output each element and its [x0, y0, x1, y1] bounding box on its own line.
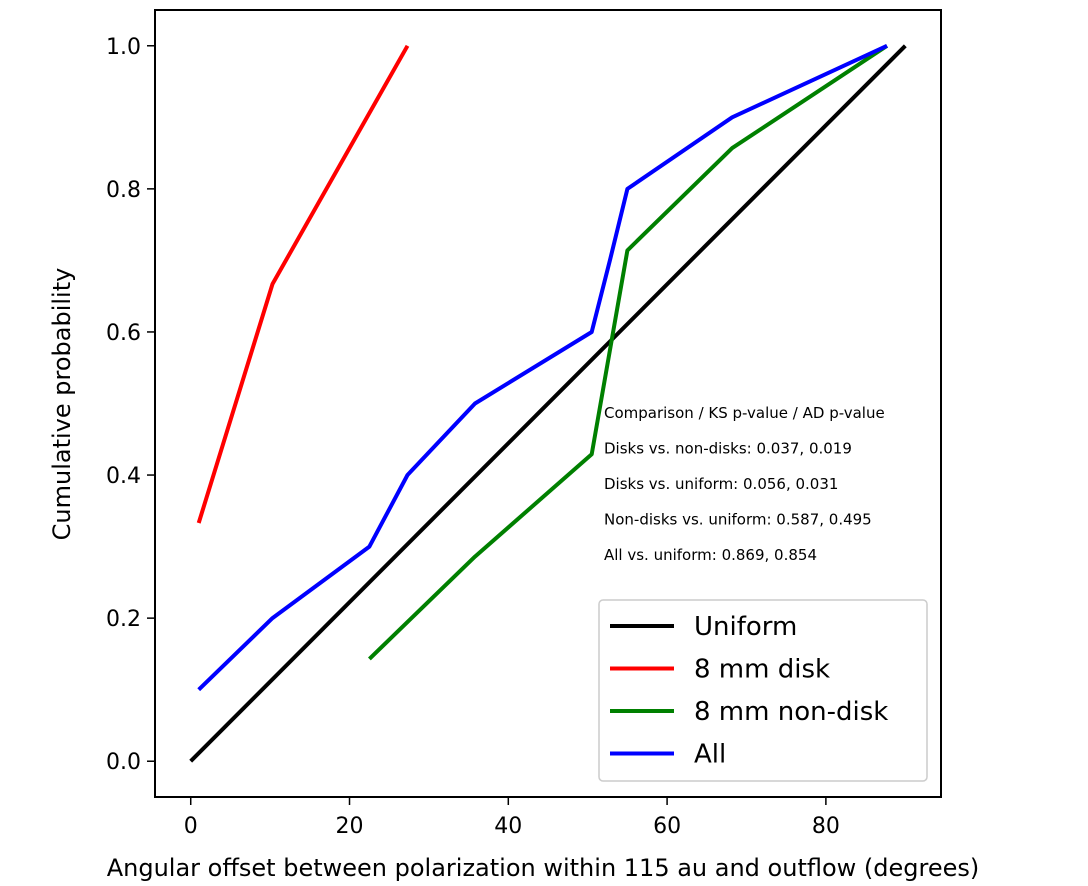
x-axis-label: Angular offset between polarization with… — [107, 854, 980, 882]
legend-label: 8 mm non-disk — [694, 697, 888, 727]
y-axis-label: Cumulative probability — [48, 268, 76, 541]
x-tick-label: 20 — [336, 814, 364, 839]
axes-frame — [154, 9, 942, 798]
legend-label: Uniform — [694, 612, 797, 642]
y-tick-label: 0.2 — [106, 607, 141, 632]
annotation-box: Comparison / KS p-value / AD p-value Disk… — [604, 404, 885, 564]
series-line-1 — [196, 44, 410, 524]
y-tick-label: 0.8 — [106, 178, 141, 203]
series-line-0 — [189, 44, 907, 763]
y-tick-label: 0.6 — [106, 321, 141, 346]
annotation-line: Disks vs. non-disks: 0.037, 0.019 — [604, 440, 852, 458]
annotation-line: Disks vs. uniform: 0.056, 0.031 — [604, 475, 838, 493]
series-line-3 — [197, 43, 888, 692]
y-tick-label: 0.4 — [106, 464, 141, 489]
legend: Uniform 8 mm disk 8 mm non-disk All — [598, 599, 928, 782]
x-tick-label: 0 — [184, 814, 198, 839]
series-line-2 — [368, 44, 889, 661]
series-layer — [189, 43, 907, 763]
annotation-line: Non-disks vs. uniform: 0.587, 0.495 — [604, 511, 872, 529]
y-tick-label: 1.0 — [106, 35, 141, 60]
legend-label: All — [694, 740, 726, 770]
annotation-line: All vs. uniform: 0.869, 0.854 — [604, 546, 817, 564]
legend-label: 8 mm disk — [694, 655, 830, 685]
legend-frame — [598, 599, 928, 782]
axes-layer: 0 20 40 60 80 0.0 0.2 0.4 0.6 0.8 1.0 — [106, 9, 942, 839]
x-tick-label: 40 — [494, 814, 522, 839]
y-tick-label: 0.0 — [106, 750, 141, 775]
annotation-line: Comparison / KS p-value / AD p-value — [604, 404, 885, 422]
x-tick-label: 60 — [653, 814, 681, 839]
x-tick-label: 80 — [812, 814, 840, 839]
